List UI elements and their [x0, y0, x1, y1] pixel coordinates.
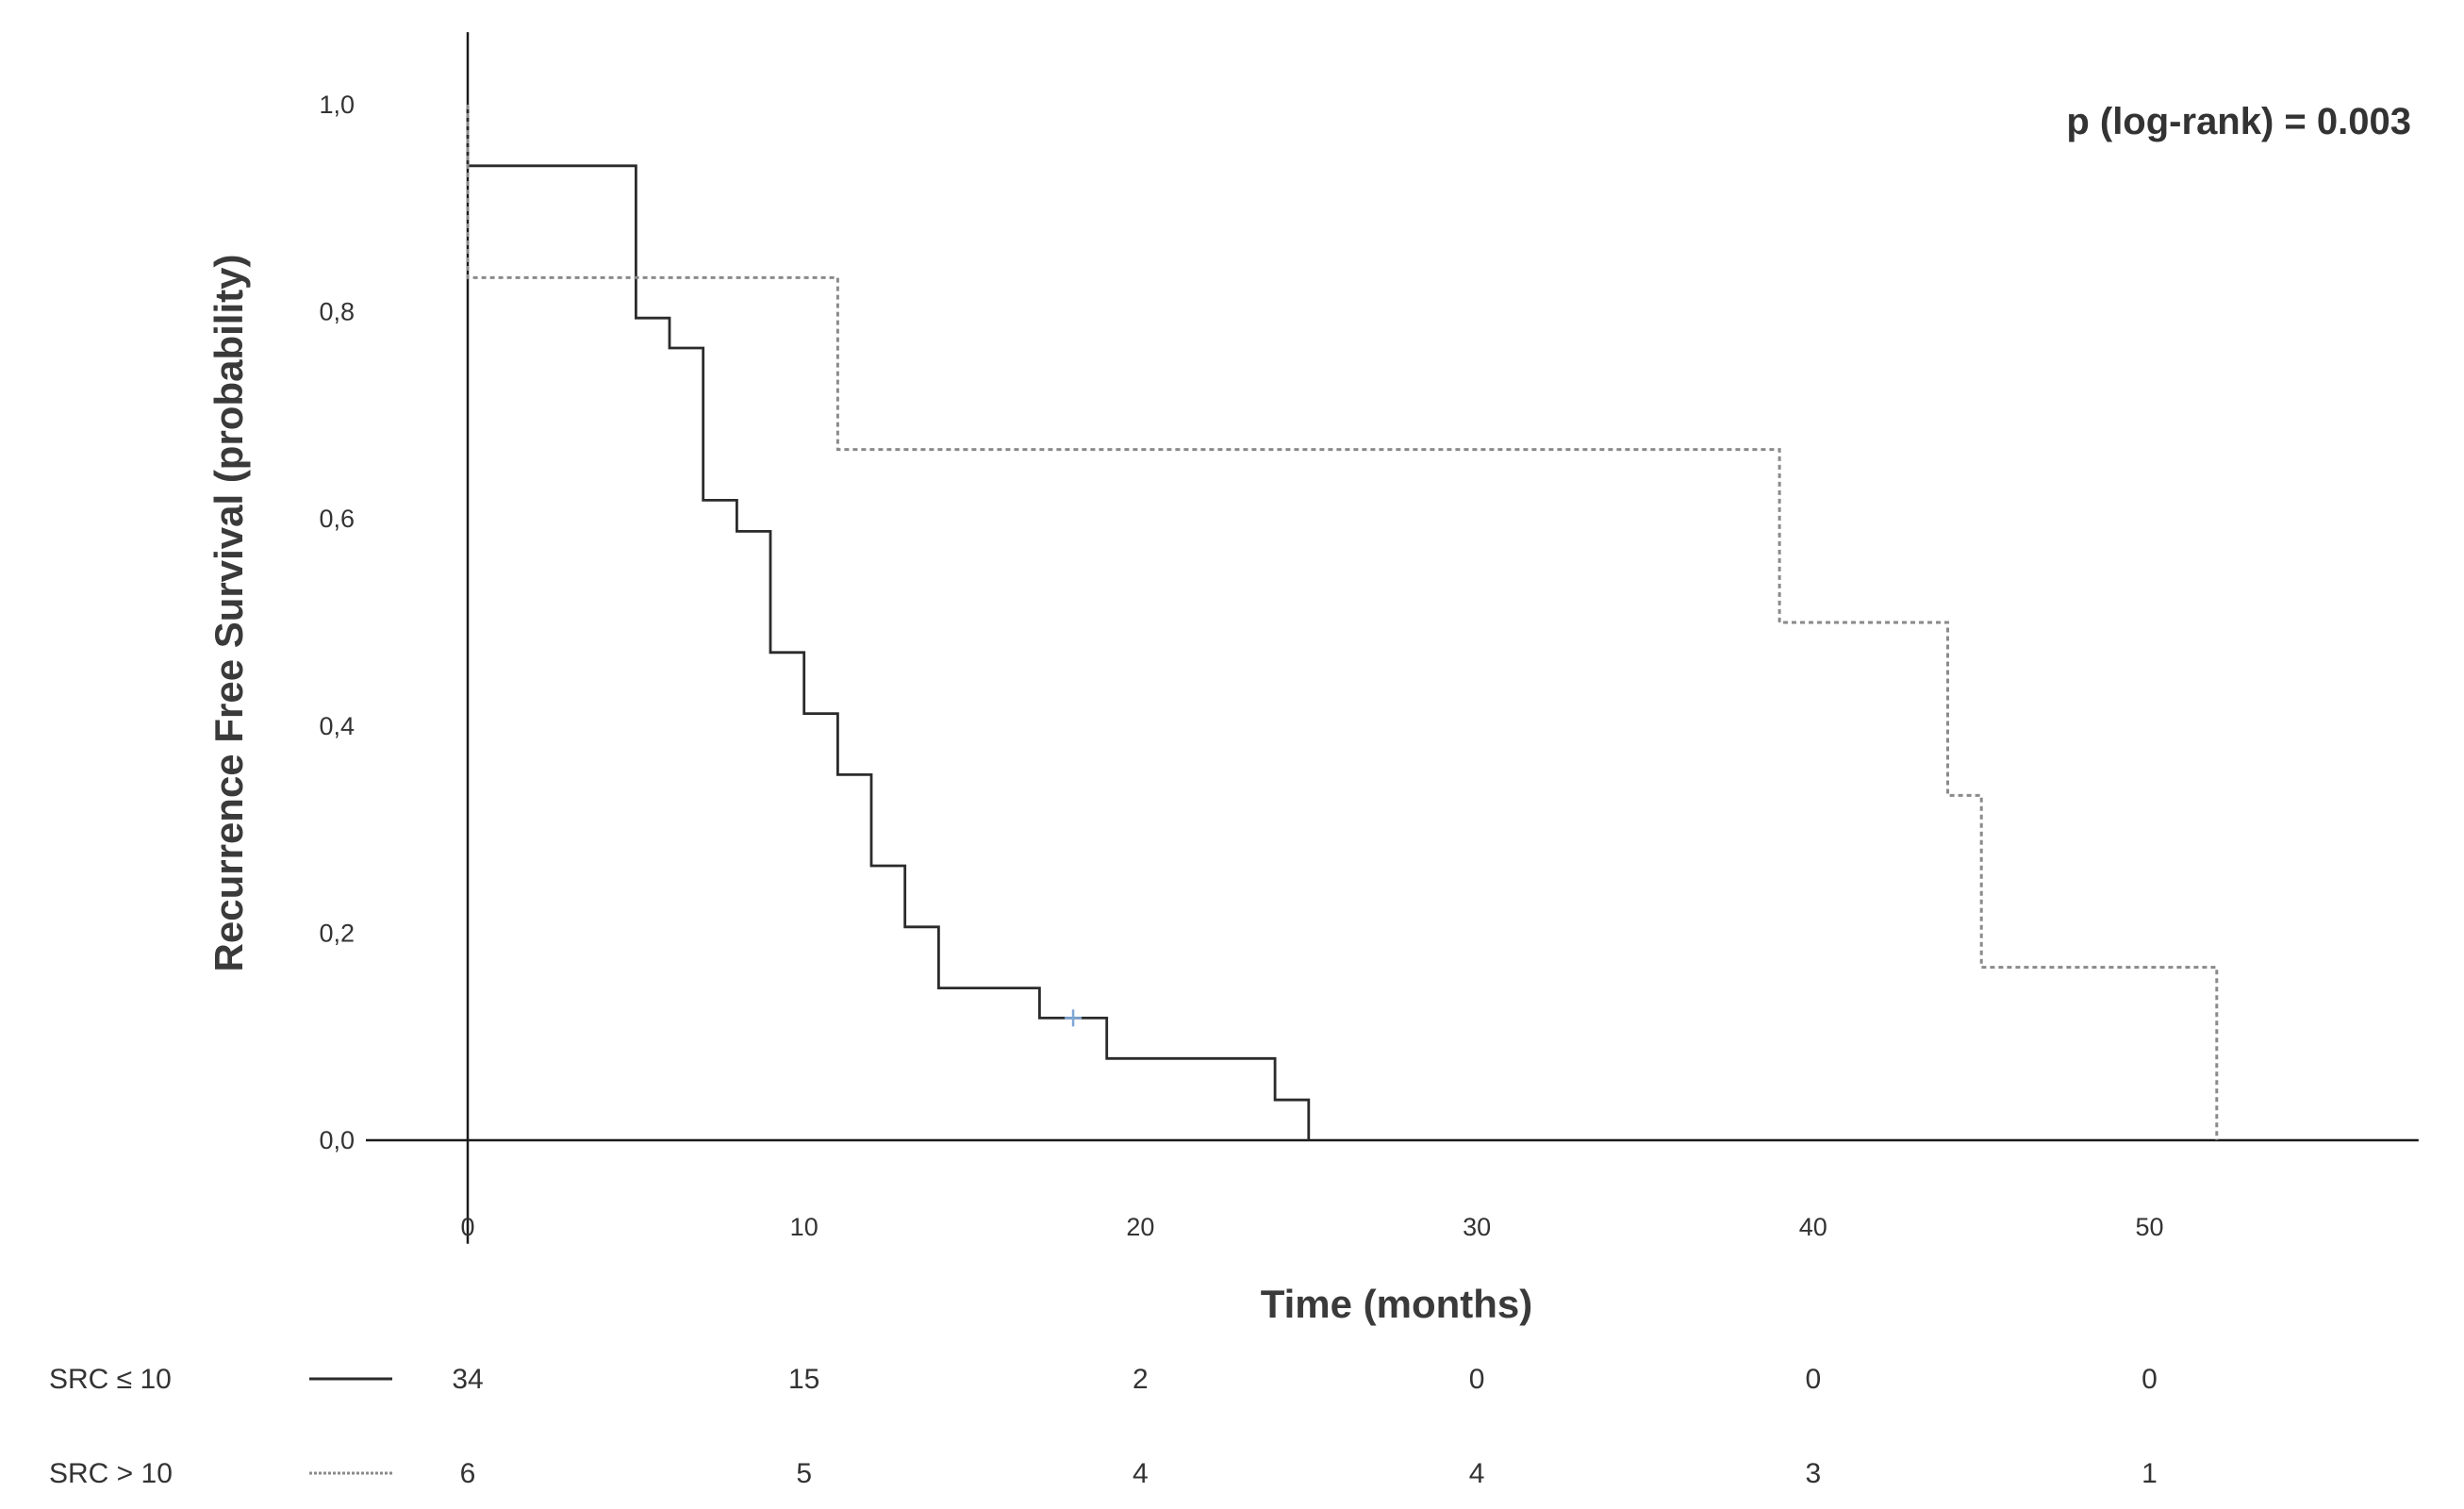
x-tick-label: 50: [2135, 1213, 2163, 1241]
risk-table: SRC ≤ 10 34 15 2 0 0 0 SRC > 10 6 5 4 4 3 1: [49, 1364, 2158, 1489]
risk-count: 0: [2142, 1364, 2158, 1395]
y-tick-label: 0,8: [319, 298, 355, 326]
x-tick-label: 30: [1463, 1213, 1491, 1241]
risk-count: 4: [1469, 1458, 1485, 1489]
risk-row-label: SRC ≤ 10: [49, 1364, 172, 1395]
y-tick-label: 0,6: [319, 505, 355, 533]
x-tick-label: 10: [790, 1213, 819, 1241]
y-tick-label: 0,0: [319, 1126, 355, 1154]
x-tick-label: 40: [1799, 1213, 1827, 1241]
risk-count: 0: [1469, 1364, 1485, 1395]
risk-count: 4: [1133, 1458, 1149, 1489]
x-tick-label: 0: [460, 1213, 474, 1241]
x-axis-title: Time (months): [1261, 1282, 1533, 1326]
risk-row-label: SRC > 10: [49, 1458, 173, 1489]
risk-count: 15: [788, 1364, 819, 1395]
y-axis-title: Recurrence Free Survival (probability): [207, 255, 251, 972]
risk-count: 5: [796, 1458, 812, 1489]
series-line: [466, 105, 2219, 1140]
y-tick-label: 0,2: [319, 919, 355, 947]
risk-count: 3: [1805, 1458, 1821, 1489]
risk-count: 1: [2142, 1458, 2158, 1489]
ticks: 0,0 0,2 0,4 0,6 0,8 1,0 0 10 20 30 40 50: [319, 91, 2163, 1241]
series-line: [466, 105, 1311, 1140]
x-tick-label: 20: [1126, 1213, 1154, 1241]
risk-count: 0: [1805, 1364, 1821, 1395]
risk-count: 34: [452, 1364, 483, 1395]
y-tick-label: 1,0: [319, 91, 355, 119]
risk-count: 2: [1133, 1364, 1149, 1395]
series-lines: [466, 105, 2219, 1140]
y-tick-label: 0,4: [319, 712, 355, 740]
risk-count: 6: [460, 1458, 476, 1489]
censor-mark: [1065, 1009, 1083, 1027]
log-rank-annotation: p (log-rank) = 0.003: [2066, 101, 2411, 142]
axes: [366, 32, 2419, 1244]
